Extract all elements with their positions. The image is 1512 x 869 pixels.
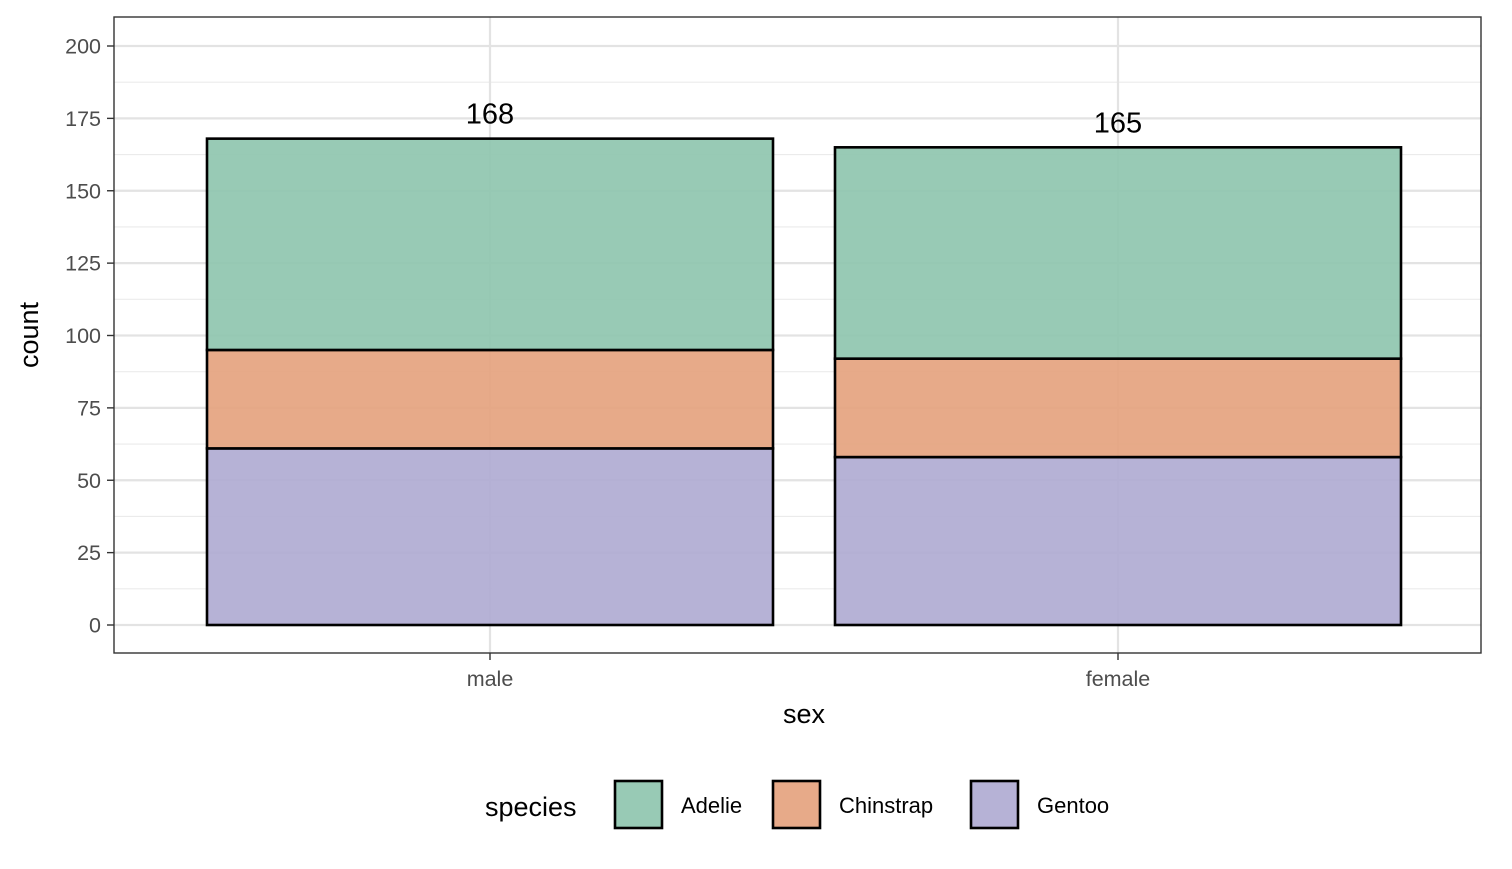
y-tick-label: 175 xyxy=(65,107,101,131)
total-labels: 168 165 xyxy=(466,99,1142,140)
bars xyxy=(205,137,1403,627)
legend: species Adelie Chinstrap Gentoo xyxy=(485,779,1109,830)
y-tick-label: 0 xyxy=(89,614,101,638)
x-axis: male female xyxy=(467,653,1151,691)
y-tick-label: 125 xyxy=(65,252,101,276)
x-axis-title: sex xyxy=(783,699,826,729)
bar-segment-adelie xyxy=(833,146,1403,360)
legend-label-gentoo: Gentoo xyxy=(1037,793,1109,818)
bar-segment-gentoo xyxy=(833,455,1403,627)
y-tick-label: 75 xyxy=(77,396,101,420)
legend-title: species xyxy=(485,792,577,822)
legend-key-gentoo xyxy=(969,779,1020,830)
y-axis: 0 25 50 75 100 125 150 175 200 xyxy=(65,35,114,638)
y-tick-label: 25 xyxy=(77,541,101,565)
bar-segment-chinstrap xyxy=(205,348,775,450)
total-label: 168 xyxy=(466,99,514,131)
y-axis-title: count xyxy=(14,301,44,368)
legend-label-adelie: Adelie xyxy=(681,793,742,818)
legend-label-chinstrap: Chinstrap xyxy=(839,793,933,818)
bar-segment-adelie xyxy=(205,137,775,352)
bar-segment-chinstrap xyxy=(833,357,1403,459)
legend-key-chinstrap xyxy=(771,779,822,830)
x-tick-label: male xyxy=(467,667,514,691)
bar-segment-gentoo xyxy=(205,447,775,627)
y-tick-label: 200 xyxy=(65,35,101,59)
y-tick-label: 100 xyxy=(65,324,101,348)
x-tick-label: female xyxy=(1086,667,1151,691)
y-tick-label: 150 xyxy=(65,179,101,203)
legend-key-adelie xyxy=(613,779,664,830)
total-label: 165 xyxy=(1094,107,1142,139)
y-tick-label: 50 xyxy=(77,469,101,493)
